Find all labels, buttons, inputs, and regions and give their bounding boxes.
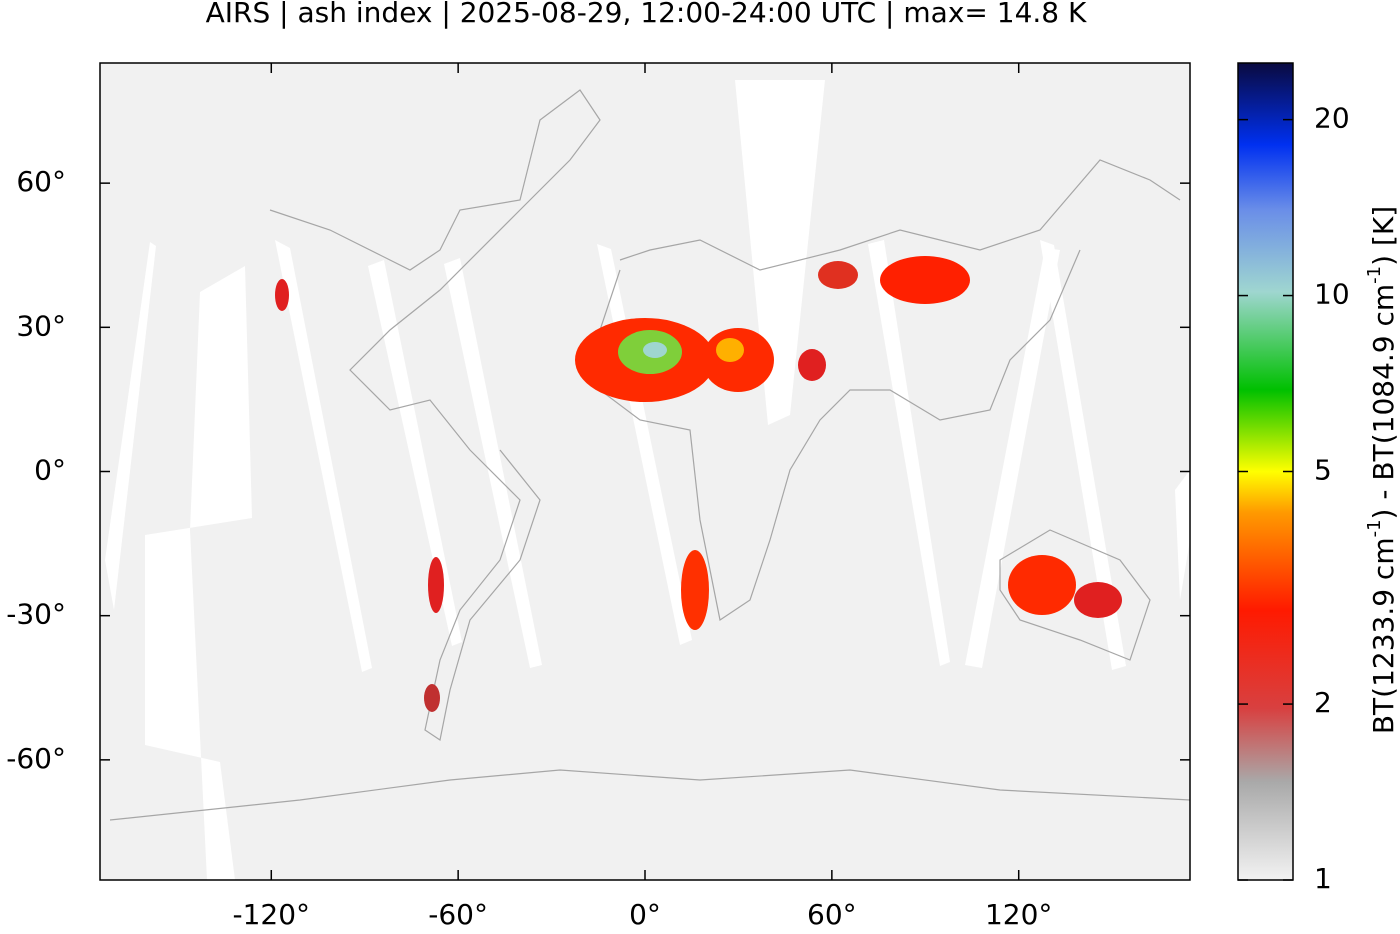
x-tick-label: -60°: [428, 898, 488, 930]
y-tick-label: -60°: [6, 742, 66, 775]
x-tick-label: -120°: [233, 898, 311, 930]
x-tick-label: 120°: [985, 898, 1052, 930]
coastlines: [109, 89, 1191, 821]
y-tick-label: 0°: [34, 454, 66, 487]
swath-gaps: [105, 80, 1190, 880]
colorbar-tick-label: 2: [1314, 686, 1332, 719]
colorbar-tick-label: 10: [1314, 278, 1350, 311]
y-tick-label: 60°: [16, 165, 66, 198]
x-tick-label: 60°: [807, 898, 857, 930]
chart-title: AIRS | ash index | 2025-08-29, 12:00-24:…: [206, 0, 1087, 29]
y-tick-label: -30°: [6, 598, 66, 631]
x-tick-label: 0°: [629, 898, 661, 930]
map-field: [99, 62, 1191, 881]
colorbar-tick-label: 5: [1314, 454, 1332, 487]
ash-index-field: [275, 256, 1122, 712]
colorbar-tick-label: 20: [1314, 102, 1350, 135]
label-superscript: -1: [1364, 519, 1385, 537]
y-tick-label: 30°: [16, 309, 66, 342]
label-text: ) - BT(1084.9 cm: [1367, 284, 1400, 520]
label-text: BT(1233.9 cm: [1367, 537, 1400, 734]
label-text: ) [K]: [1367, 206, 1400, 266]
colorbar-label: BT(1233.9 cm-1) - BT(1084.9 cm-1) [K]: [1364, 206, 1400, 734]
colorbar-tick-label: 1: [1314, 862, 1332, 895]
label-superscript: -1: [1364, 266, 1385, 284]
